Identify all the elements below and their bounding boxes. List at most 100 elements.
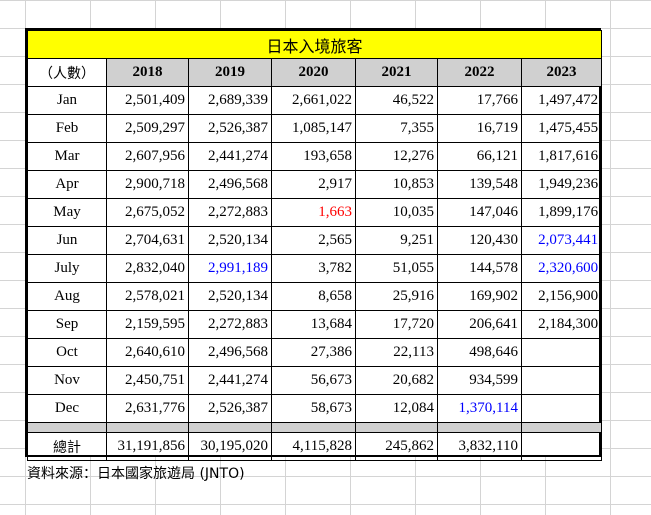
total-cell[interactable]: 30,195,020 (188, 432, 272, 461)
value-cell[interactable]: 2,565 (271, 226, 356, 255)
year-header[interactable]: 2023 (520, 58, 603, 87)
value-cell[interactable]: 17,766 (437, 86, 522, 115)
table-title[interactable]: 日本入境旅客 (26, 30, 603, 59)
value-cell[interactable]: 1,899,176 (520, 198, 603, 227)
value-cell[interactable]: 10,035 (355, 198, 438, 227)
value-cell[interactable]: 2,526,387 (188, 114, 272, 143)
value-cell[interactable] (520, 394, 603, 423)
value-cell[interactable]: 139,548 (437, 170, 522, 199)
month-label[interactable]: Apr (27, 170, 107, 199)
value-cell[interactable]: 147,046 (437, 198, 522, 227)
value-cell[interactable]: 1,949,236 (520, 170, 603, 199)
year-header[interactable]: 2020 (271, 58, 356, 87)
total-cell[interactable]: 3,832,110 (437, 432, 522, 461)
value-cell[interactable] (520, 338, 603, 367)
value-cell[interactable]: 206,641 (437, 310, 522, 339)
value-cell[interactable]: 144,578 (437, 254, 522, 283)
value-cell[interactable]: 2,675,052 (106, 198, 189, 227)
value-cell[interactable]: 2,689,339 (188, 86, 272, 115)
month-label[interactable]: Nov (27, 366, 107, 395)
value-cell[interactable]: 2,661,022 (271, 86, 356, 115)
value-cell[interactable]: 3,782 (271, 254, 356, 283)
value-cell[interactable]: 2,450,751 (106, 366, 189, 395)
value-cell[interactable]: 2,526,387 (188, 394, 272, 423)
value-cell[interactable]: 12,084 (355, 394, 438, 423)
total-cell[interactable] (520, 432, 603, 461)
total-cell[interactable]: 31,191,856 (106, 432, 189, 461)
value-cell[interactable]: 2,991,189 (188, 254, 272, 283)
year-header[interactable]: 2018 (106, 58, 189, 87)
month-label[interactable]: Dec (27, 394, 107, 423)
value-cell[interactable]: 56,673 (271, 366, 356, 395)
value-cell[interactable]: 2,917 (271, 170, 356, 199)
value-cell[interactable]: 16,719 (437, 114, 522, 143)
value-cell[interactable]: 1,475,455 (520, 114, 603, 143)
value-cell[interactable]: 2,320,600 (520, 254, 603, 283)
value-cell[interactable]: 2,496,568 (188, 170, 272, 199)
year-header[interactable]: 2022 (437, 58, 522, 87)
month-label[interactable]: Oct (27, 338, 107, 367)
year-header[interactable]: 2019 (188, 58, 272, 87)
month-label[interactable]: Sep (27, 310, 107, 339)
value-cell[interactable]: 8,658 (271, 282, 356, 311)
month-label[interactable]: Jan (27, 86, 107, 115)
value-cell[interactable]: 2,520,134 (188, 226, 272, 255)
value-cell[interactable]: 1,817,616 (520, 142, 603, 171)
value-cell[interactable]: 2,631,776 (106, 394, 189, 423)
value-cell[interactable]: 66,121 (437, 142, 522, 171)
value-cell[interactable]: 2,441,274 (188, 142, 272, 171)
value-cell[interactable]: 51,055 (355, 254, 438, 283)
value-cell[interactable]: 17,720 (355, 310, 438, 339)
month-label[interactable]: Aug (27, 282, 107, 311)
value-cell[interactable]: 1,085,147 (271, 114, 356, 143)
total-cell[interactable]: 4,115,828 (271, 432, 356, 461)
month-label[interactable]: Feb (27, 114, 107, 143)
value-cell[interactable]: 2,159,595 (106, 310, 189, 339)
month-label[interactable]: May (27, 198, 107, 227)
value-cell[interactable]: 2,832,040 (106, 254, 189, 283)
value-cell[interactable]: 27,386 (271, 338, 356, 367)
unit-label[interactable]: （人數） (27, 58, 107, 87)
value-cell[interactable]: 193,658 (271, 142, 356, 171)
value-cell[interactable]: 2,900,718 (106, 170, 189, 199)
month-label[interactable]: Jun (27, 226, 107, 255)
value-cell[interactable]: 120,430 (437, 226, 522, 255)
value-cell[interactable]: 2,520,134 (188, 282, 272, 311)
year-header[interactable]: 2021 (355, 58, 438, 87)
value-cell[interactable]: 2,704,631 (106, 226, 189, 255)
value-cell[interactable]: 10,853 (355, 170, 438, 199)
value-cell[interactable]: 2,441,274 (188, 366, 272, 395)
value-cell[interactable]: 2,073,441 (520, 226, 603, 255)
value-cell[interactable]: 169,902 (437, 282, 522, 311)
value-cell[interactable]: 498,646 (437, 338, 522, 367)
value-cell[interactable]: 1,497,472 (520, 86, 603, 115)
value-cell[interactable]: 2,501,409 (106, 86, 189, 115)
value-cell[interactable] (520, 366, 603, 395)
value-cell[interactable]: 2,272,883 (188, 310, 272, 339)
value-cell[interactable]: 934,599 (437, 366, 522, 395)
value-cell[interactable]: 2,272,883 (188, 198, 272, 227)
value-cell[interactable]: 1,370,114 (437, 394, 522, 423)
month-label[interactable]: Mar (27, 142, 107, 171)
total-cell[interactable]: 245,862 (355, 432, 438, 461)
value-cell[interactable]: 2,156,900 (520, 282, 603, 311)
value-cell[interactable]: 2,184,300 (520, 310, 603, 339)
value-cell[interactable]: 2,607,956 (106, 142, 189, 171)
value-cell[interactable]: 2,509,297 (106, 114, 189, 143)
value-cell[interactable]: 22,113 (355, 338, 438, 367)
value-cell[interactable]: 2,640,610 (106, 338, 189, 367)
value-cell[interactable]: 2,496,568 (188, 338, 272, 367)
total-label[interactable]: 總計 (27, 432, 107, 461)
value-cell[interactable]: 13,684 (271, 310, 356, 339)
value-cell[interactable]: 12,276 (355, 142, 438, 171)
value-cell[interactable]: 2,578,021 (106, 282, 189, 311)
value-cell[interactable]: 58,673 (271, 394, 356, 423)
value-cell[interactable]: 1,663 (271, 198, 356, 227)
value-cell[interactable]: 7,355 (355, 114, 438, 143)
value-cell[interactable]: 20,682 (355, 366, 438, 395)
value-cell[interactable]: 9,251 (355, 226, 438, 255)
month-label[interactable]: July (27, 254, 107, 283)
value-cell[interactable]: 25,916 (355, 282, 438, 311)
visitor-table-frame: 日本入境旅客 （人數） 2018 2019 2020 2021 2022 202… (25, 28, 603, 461)
value-cell[interactable]: 46,522 (355, 86, 438, 115)
